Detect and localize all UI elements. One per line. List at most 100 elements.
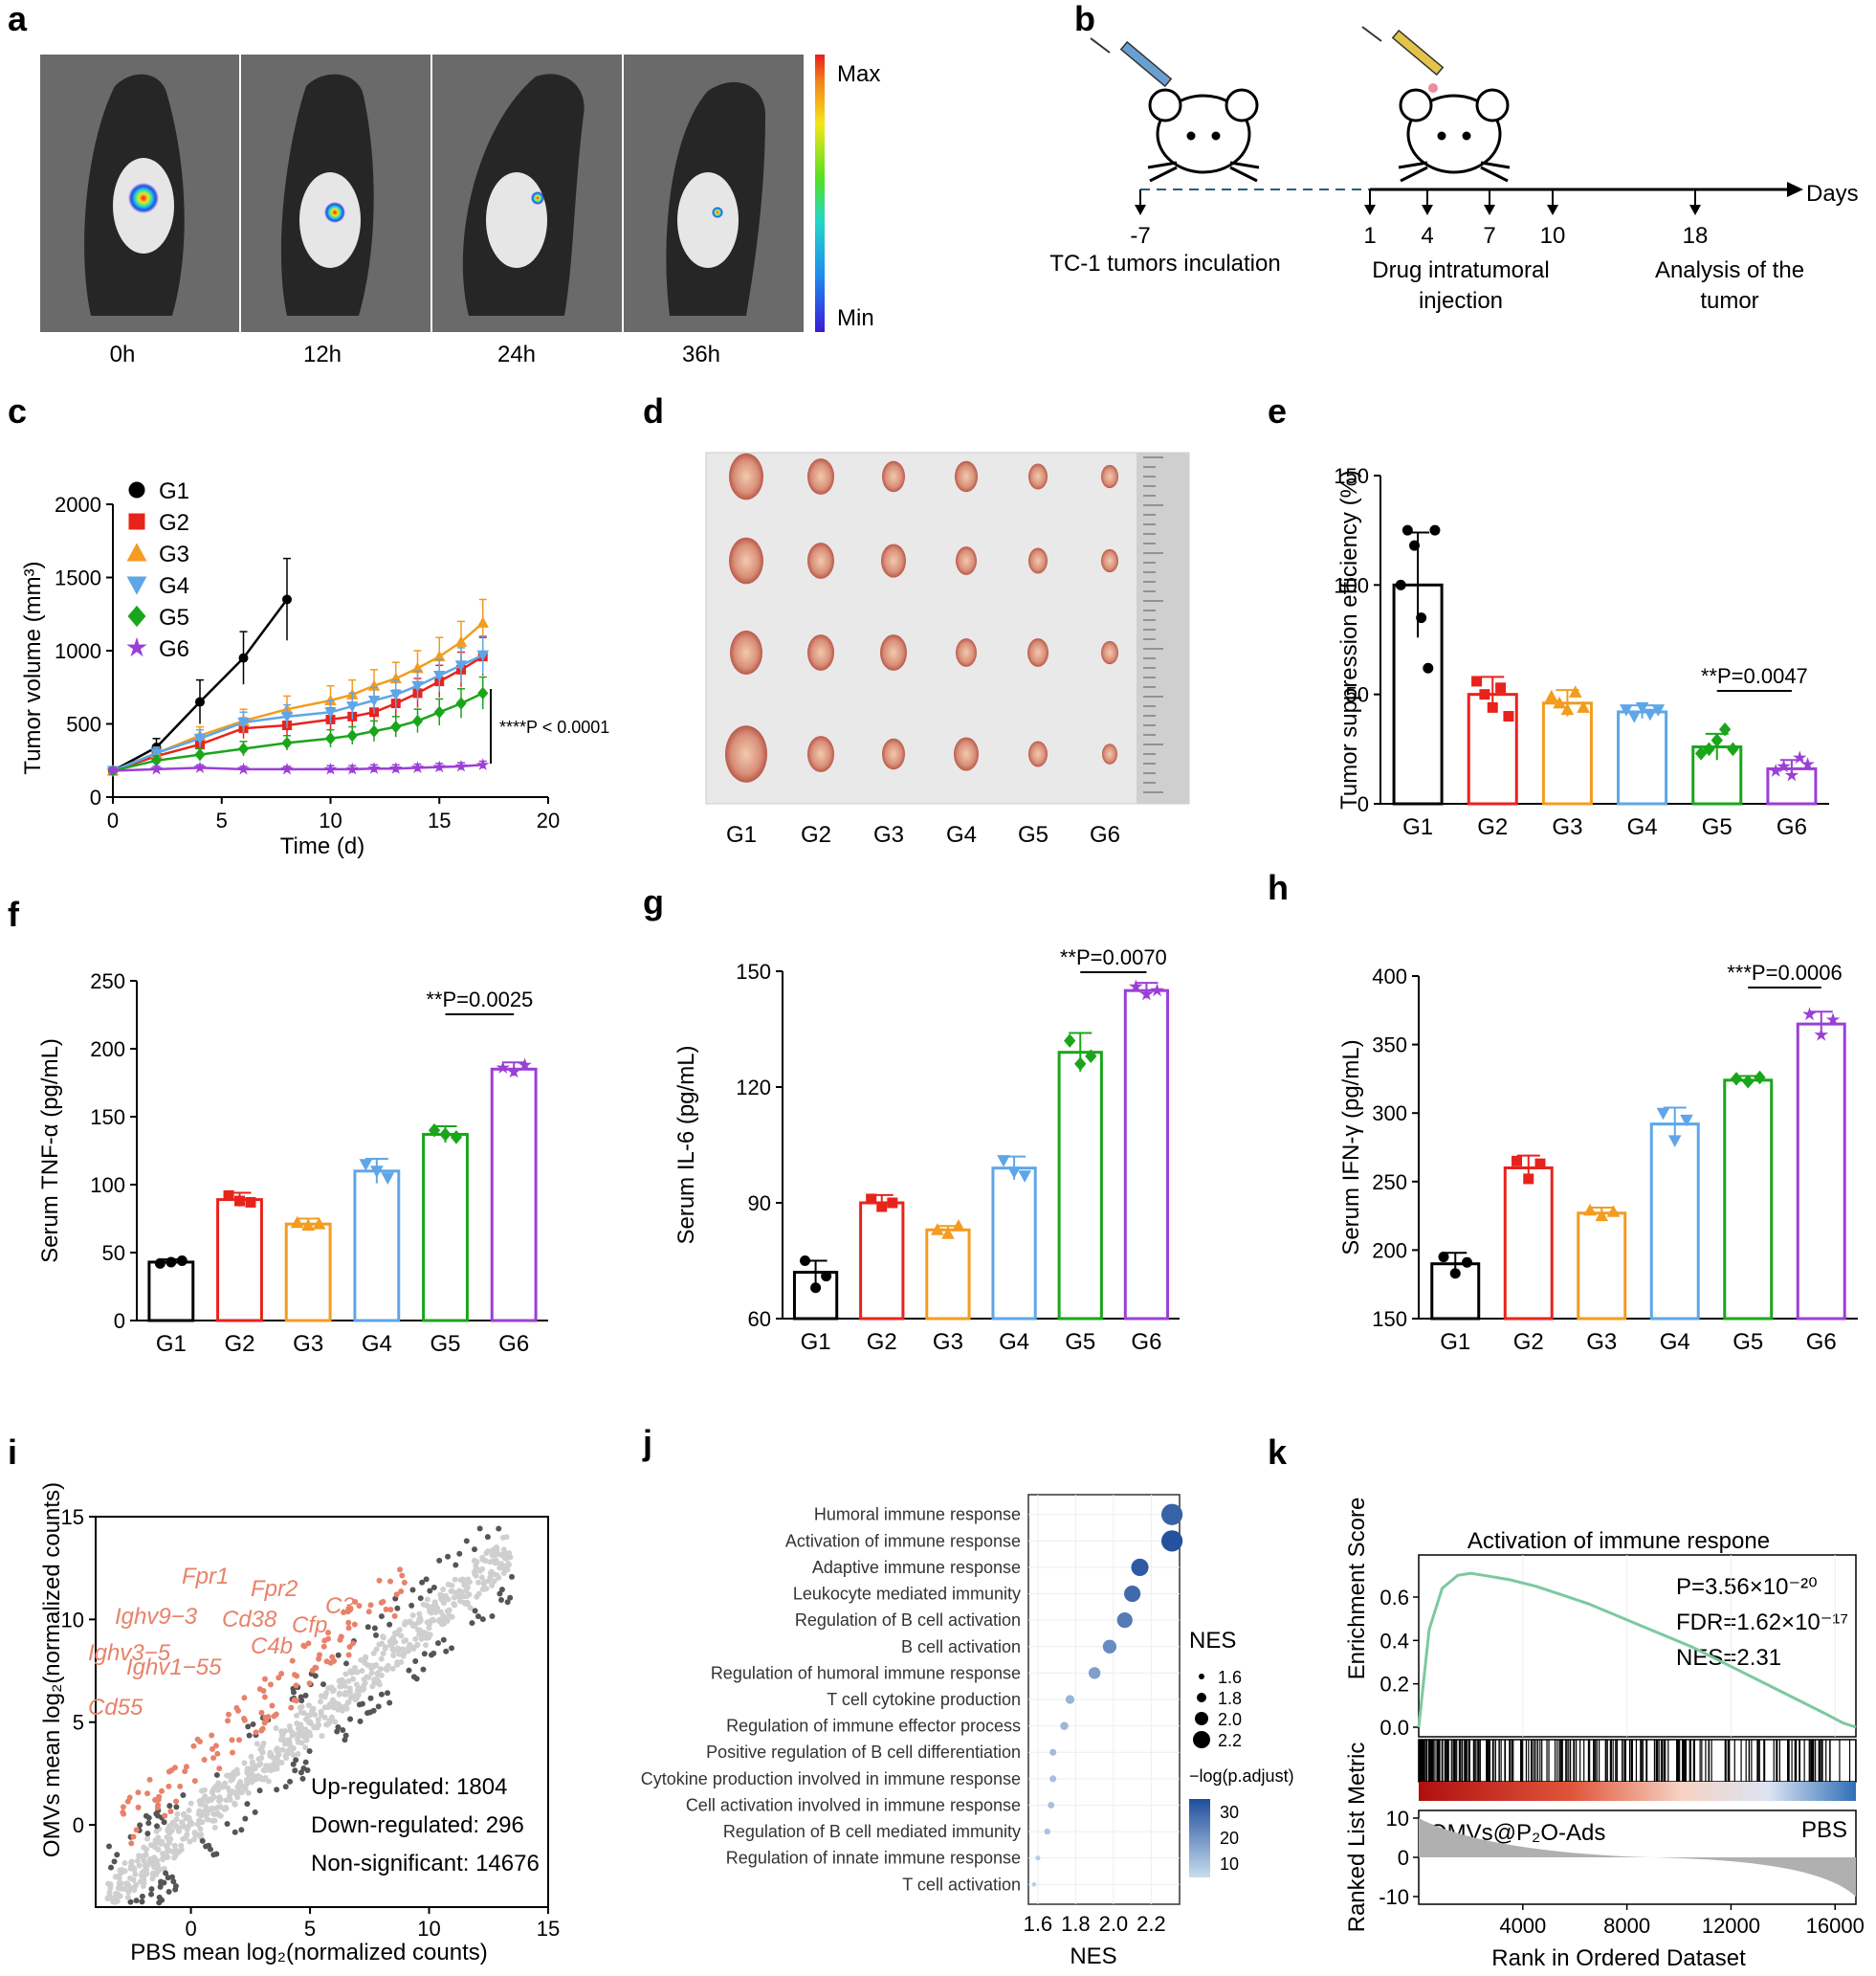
panel-g-x-tick-label: G3 [933,1329,963,1355]
i-gene-point [502,1563,509,1569]
i-gene-point [254,1741,260,1747]
j-size-legend-label: 2.0 [1218,1710,1242,1729]
j-term-label: Regulation of immune effector process [726,1717,1021,1736]
i-gene-point [300,1765,307,1771]
i-gene-point [222,1780,229,1787]
i-gene-point [208,1797,214,1804]
i-highlighted-gene-point [190,1743,197,1749]
size-legend-title: NES [1189,1628,1236,1654]
i-highlighted-gene-point [293,1698,299,1704]
i-gene-point [306,1712,313,1719]
i-gene-point [398,1632,405,1639]
i-gene-point [387,1641,394,1648]
tumor-sample [807,736,834,772]
panel-g-x-tick-label: G6 [1131,1329,1161,1355]
k-metric-tick-label: -10 [1379,1885,1409,1909]
i-gene-point [194,1832,201,1838]
i-gene-point [149,1876,156,1882]
panel-e-data-point-G3 [1577,700,1590,713]
j-term-label: Regulation of B cell mediated immunity [723,1822,1021,1841]
i-highlighted-gene-point [387,1607,394,1613]
i-gene-point [474,1559,480,1565]
i-gene-point [144,1831,151,1837]
i-highlighted-gene-point [352,1598,359,1605]
i-gene-label: Cfp [292,1612,327,1638]
j-x-tick-label: 2.0 [1099,1912,1129,1936]
i-gene-point [151,1855,158,1862]
i-highlighted-gene-point [230,1749,236,1756]
panel-h-y-tick-label: 150 [1372,1307,1407,1331]
i-highlighted-gene-point [399,1572,406,1579]
j-dot [1160,1503,1183,1525]
i-highlighted-gene-point [367,1602,374,1609]
i-gene-point [256,1787,263,1794]
i-gene-point [345,1677,352,1684]
i-gene-point [215,1787,222,1793]
j-dot [1035,1855,1041,1861]
i-highlighted-gene-point [253,1729,259,1736]
i-x-axis-label: PBS mean log₂(normalized counts) [130,1940,488,1965]
i-gene-point [497,1590,503,1597]
mouse-image-36h [624,55,804,332]
panel-e-data-point-G5 [1710,733,1723,747]
i-gene-point [126,1875,133,1881]
i-gene-point [427,1587,433,1594]
c-y-tick-label: 500 [66,713,101,737]
panel-h-data-point-G4 [1667,1135,1682,1147]
i-gene-point [380,1651,386,1657]
panel-g-data-point-G4 [997,1155,1010,1167]
i-gene-point [421,1651,428,1657]
i-gene-point [166,1803,173,1809]
i-highlighted-gene-point [401,1579,408,1586]
i-gene-point [176,1828,183,1834]
i-gene-point [263,1763,270,1769]
i-gene-point [423,1642,430,1649]
i-gene-point [472,1546,478,1553]
tumor-sample [807,543,834,579]
i-gene-point [210,1786,217,1792]
i-gene-point [232,1829,238,1835]
i-gene-point [469,1620,475,1627]
i-gene-point [133,1898,140,1904]
i-gene-point [335,1700,342,1707]
panel-h-x-tick-label: G1 [1440,1329,1470,1355]
panel-e-data-point-G2 [1479,689,1490,700]
i-highlighted-gene-point [144,1790,151,1797]
i-gene-point [367,1709,374,1716]
panel-label-b: b [1074,0,1095,38]
i-gene-label: Ighv9−3 [115,1604,198,1630]
k-x-tick-label: 16000 [1806,1914,1865,1938]
tumor-sample [1102,744,1117,765]
i-gene-point [123,1881,130,1888]
panel-h-data-point-G2 [1523,1173,1534,1185]
i-gene-point [413,1676,420,1682]
panel-h-y-tick-label: 300 [1372,1101,1407,1125]
i-highlighted-gene-point [269,1702,276,1709]
c-data-point-G6 [454,759,468,772]
c-data-point-G6 [367,762,381,774]
tumor-sample [1027,638,1048,667]
i-gene-point [367,1695,374,1701]
i-gene-point [347,1716,354,1722]
tumor-sample [956,638,977,667]
panel-h-data-point-G1 [1461,1256,1472,1268]
panel-f-bar-G1 [147,1260,195,1322]
i-highlighted-gene-point [376,1577,383,1584]
c-data-point-G4 [237,717,250,729]
panel-e-data-point-G3 [1553,696,1566,709]
i-gene-point [507,1594,514,1601]
j-color-legend-label: 10 [1220,1854,1239,1874]
i-gene-point [483,1550,490,1557]
c-data-point-G4 [411,680,424,693]
i-gene-point [341,1678,347,1685]
i-gene-point [301,1731,308,1738]
panel-f-data-point-G6 [506,1064,521,1078]
i-gene-point [173,1804,180,1810]
panel-e-data-point-G6 [1768,764,1783,777]
j-size-legend-dot [1199,1674,1204,1679]
panel-e-data-point-G3 [1544,689,1558,702]
i-highlighted-gene-point [262,1714,269,1721]
i-highlighted-gene-point [241,1695,248,1701]
i-gene-point [496,1525,502,1532]
i-gene-point [166,1837,172,1844]
